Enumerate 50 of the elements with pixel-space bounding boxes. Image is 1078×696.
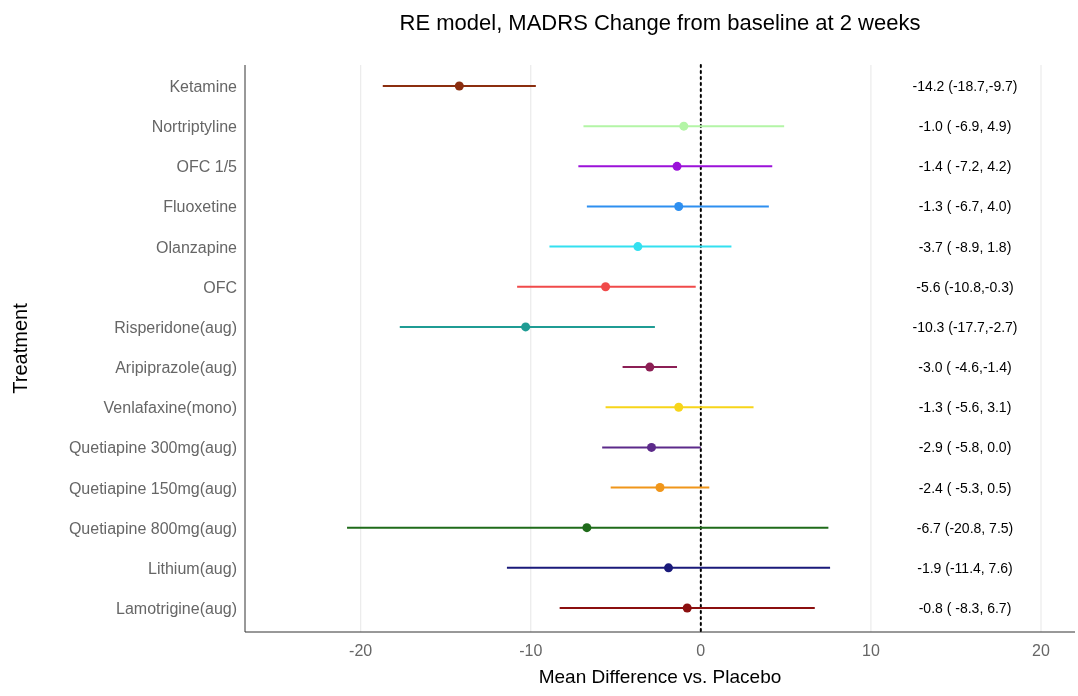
x-tick-label: 0 — [696, 642, 706, 659]
annotation: -1.3 ( -6.7, 4.0) — [918, 198, 1012, 215]
point — [633, 242, 643, 252]
y-tick-label: Fluoxetine — [163, 198, 238, 216]
annotation: -1.3 ( -5.6, 3.1) — [918, 399, 1012, 416]
point — [682, 603, 692, 613]
y-tick-label: Risperidone(aug) — [114, 318, 237, 336]
annotation: -2.9 ( -5.8, 0.0) — [918, 439, 1012, 456]
chart-title: RE model, MADRS Change from baseline at 2 weeks — [399, 10, 921, 35]
point — [521, 322, 531, 332]
y-tick-label: Quetiapine 300mg(aug) — [68, 439, 237, 457]
annotation: -3.7 ( -8.9, 1.8) — [918, 238, 1012, 255]
x-tick-label: -10 — [519, 642, 543, 659]
y-tick-label: Quetiapine 150mg(aug) — [68, 479, 237, 497]
y-axis-title: Treatment — [9, 302, 31, 394]
annotation: -1.0 ( -6.9, 4.9) — [918, 118, 1012, 135]
point — [674, 201, 684, 211]
annotation: -1.4 ( -7.2, 4.2) — [918, 158, 1012, 175]
y-tick-label: Venlafaxine(mono) — [103, 399, 237, 417]
y-tick-label: Nortriptyline — [151, 118, 238, 136]
y-tick-label: OFC — [203, 278, 237, 296]
y-tick-label: Olanzapine — [156, 238, 238, 256]
y-tick-label: Quetiapine 800mg(aug) — [68, 519, 237, 537]
annotation: -2.4 ( -5.3, 0.5) — [918, 479, 1012, 496]
point — [679, 121, 689, 131]
annotation: -5.6 (-10.8,-0.3) — [916, 278, 1014, 295]
point — [647, 442, 656, 452]
point — [664, 563, 673, 573]
point — [655, 483, 665, 493]
y-tick-label: Ketamine — [169, 78, 238, 95]
annotation: -6.7 (-20.8, 7.5) — [916, 519, 1014, 536]
y-tick-label: Lamotrigine(aug) — [116, 600, 237, 617]
x-tick-label: 20 — [1032, 642, 1050, 659]
annotation: -1.9 (-11.4, 7.6) — [917, 559, 1013, 576]
x-tick-label: 10 — [862, 642, 880, 659]
y-tick-label: Lithium(aug) — [148, 559, 237, 577]
y-tick-label: OFC 1/5 — [176, 158, 238, 176]
annotation: -10.3 (-17.7,-2.7) — [912, 318, 1018, 335]
point — [674, 402, 684, 412]
point — [672, 161, 682, 171]
annotation: -3.0 ( -4.6,-1.4) — [918, 359, 1012, 376]
x-axis-title: Mean Difference vs. Placebo — [538, 666, 782, 687]
point — [645, 362, 655, 372]
point — [454, 81, 464, 91]
point — [582, 523, 592, 533]
point — [601, 282, 611, 292]
annotation: -14.2 (-18.7,-9.7) — [912, 78, 1018, 94]
y-tick-label: Aripiprazole(aug) — [115, 359, 237, 377]
x-tick-label: -20 — [349, 642, 373, 659]
annotation: -0.8 ( -8.3, 6.7) — [918, 600, 1012, 616]
